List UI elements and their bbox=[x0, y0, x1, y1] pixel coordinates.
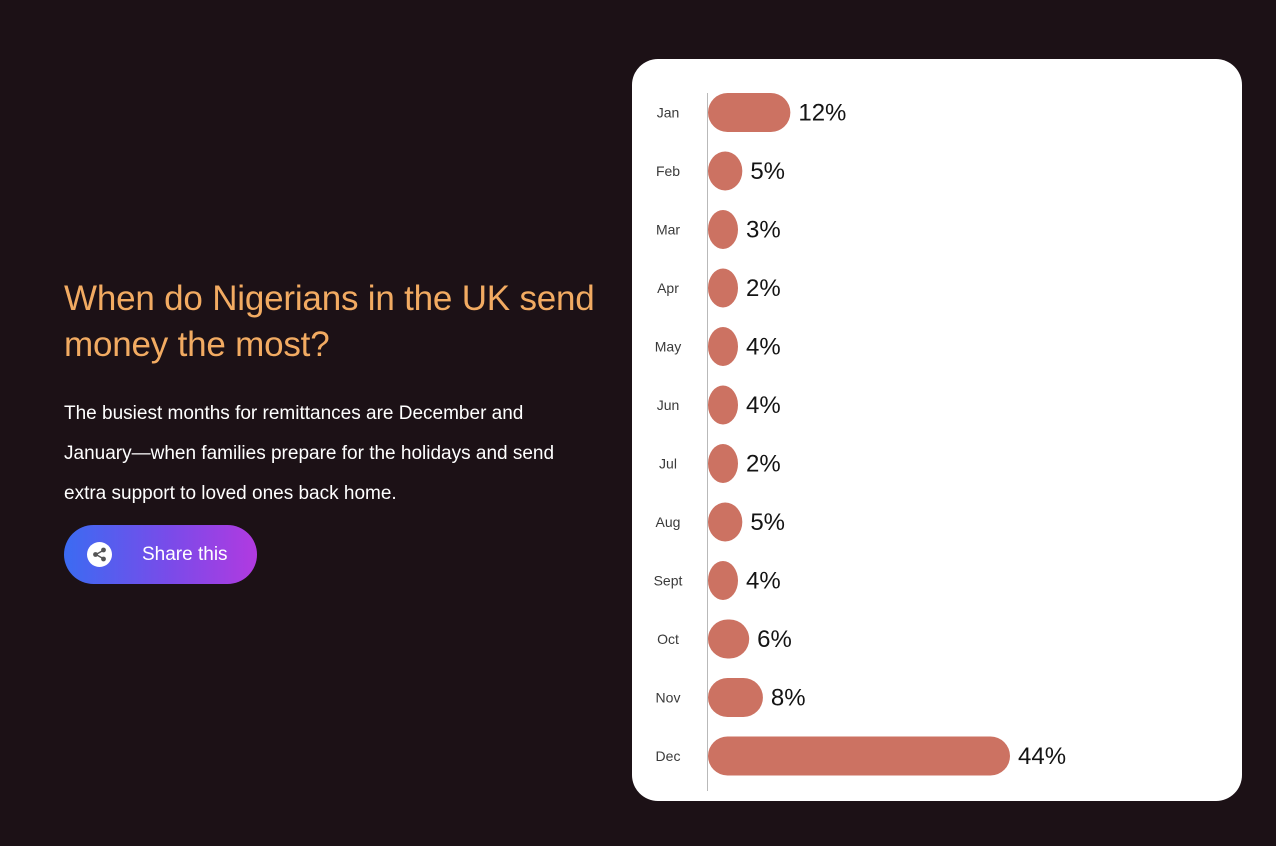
bar-jul bbox=[708, 444, 738, 483]
share-button-label: Share this bbox=[142, 544, 228, 565]
month-label-feb: Feb bbox=[656, 163, 680, 179]
month-label-jun: Jun bbox=[657, 397, 680, 413]
description-text: The busiest months for remittances are D… bbox=[64, 403, 555, 504]
value-label-dec: 44% bbox=[1018, 743, 1066, 770]
chart-card: Jan 12% Feb 5% Mar 3% Apr 2% May 4% Jun 4% Jul 2% Aug 5… bbox=[632, 59, 1242, 801]
bar-oct bbox=[708, 619, 750, 659]
value-label-oct: 6% bbox=[757, 626, 792, 653]
value-label-may: 4% bbox=[746, 334, 781, 361]
bar-jan bbox=[708, 93, 791, 132]
month-label-oct: Oct bbox=[657, 631, 679, 647]
bar-jun bbox=[708, 385, 738, 425]
page-title: When do Nigerians in the UK send money t… bbox=[64, 279, 595, 364]
bar-sept bbox=[708, 561, 738, 600]
value-label-jun: 4% bbox=[746, 392, 781, 419]
month-label-may: May bbox=[655, 339, 681, 355]
bar-apr bbox=[708, 268, 738, 308]
month-label-dec: Dec bbox=[656, 748, 681, 764]
month-label-nov: Nov bbox=[656, 690, 681, 706]
bar-mar bbox=[708, 210, 738, 249]
value-label-jan: 12% bbox=[798, 100, 846, 127]
month-label-jul: Jul bbox=[659, 456, 677, 472]
bar-dec bbox=[708, 736, 1010, 776]
bar-feb bbox=[708, 151, 743, 191]
month-label-jan: Jan bbox=[657, 105, 680, 121]
value-label-sept: 4% bbox=[746, 568, 781, 595]
value-label-feb: 5% bbox=[750, 158, 785, 185]
month-label-apr: Apr bbox=[657, 280, 679, 296]
month-label-sept: Sept bbox=[654, 573, 683, 589]
value-label-nov: 8% bbox=[771, 685, 806, 712]
month-label-mar: Mar bbox=[656, 222, 680, 238]
value-label-jul: 2% bbox=[746, 451, 781, 478]
share-icon bbox=[87, 542, 112, 567]
intro-section: When do Nigerians in the UK send money t… bbox=[64, 276, 604, 514]
bar-may bbox=[708, 327, 738, 366]
value-label-mar: 3% bbox=[746, 217, 781, 244]
value-label-aug: 5% bbox=[750, 509, 785, 536]
remittance-bar-chart: Jan 12% Feb 5% Mar 3% Apr 2% May 4% Jun 4% Jul 2% Aug 5… bbox=[654, 93, 1066, 791]
bar-nov bbox=[708, 678, 763, 717]
value-label-apr: 2% bbox=[746, 275, 781, 302]
bar-aug bbox=[708, 502, 743, 542]
share-button[interactable]: Share this bbox=[64, 525, 257, 584]
month-label-aug: Aug bbox=[656, 514, 681, 530]
